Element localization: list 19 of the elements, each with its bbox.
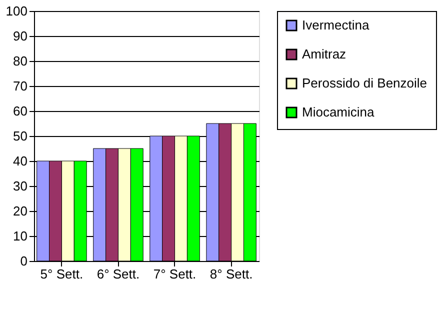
legend-label: Ivermectina	[302, 18, 370, 32]
y-tick-label: 100	[6, 4, 28, 18]
y-tick-label: 60	[13, 104, 28, 118]
y-tick-label: 50	[13, 128, 28, 144]
y-tick-label: 30	[13, 178, 28, 194]
legend-label: Amitraz	[302, 46, 346, 62]
y-tick-label: 80	[13, 54, 28, 68]
y-tick-label: 40	[13, 154, 28, 168]
y-tick-label: 70	[13, 78, 28, 94]
legend-label: Perossido di Benzoile	[302, 76, 428, 90]
x-tick-label: 5° Sett.	[40, 266, 84, 282]
y-tick-label: 90	[13, 28, 28, 44]
y-tick-label: 10	[13, 228, 28, 244]
y-tick-label: 0	[20, 254, 28, 268]
x-tick-label: 8° Sett.	[210, 266, 253, 282]
y-tick-label: 20	[13, 204, 28, 218]
legend-label: Miocamicina	[302, 104, 376, 120]
x-tick-label: 7° Sett.	[153, 266, 196, 282]
x-tick-label: 6° Sett.	[96, 266, 140, 282]
